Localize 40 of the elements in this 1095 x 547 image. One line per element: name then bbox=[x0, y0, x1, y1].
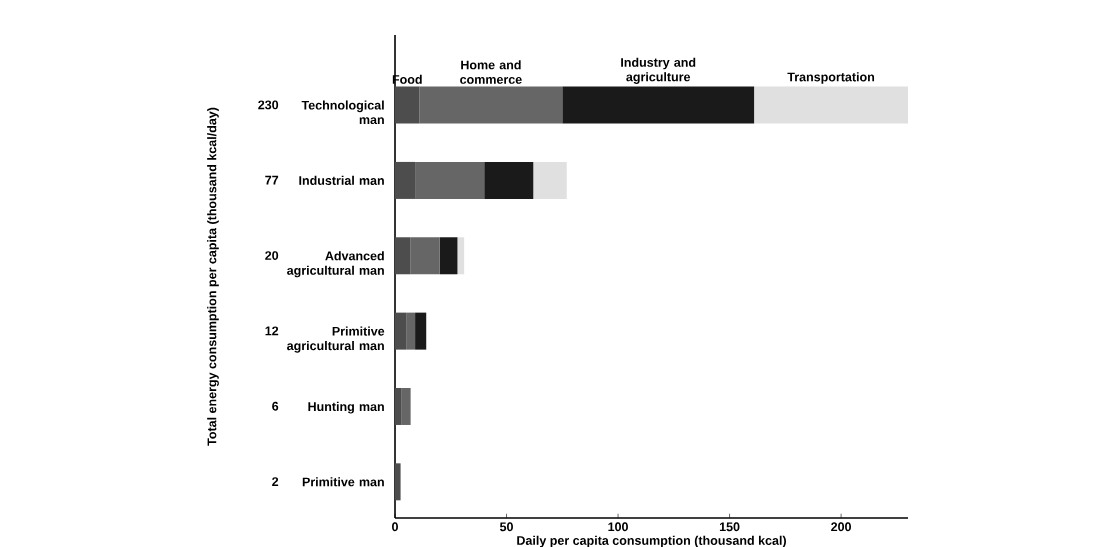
x-tick-label: 100 bbox=[608, 522, 628, 532]
bar bbox=[419, 86, 563, 124]
text: 20 bbox=[265, 251, 279, 260]
text: 6 bbox=[272, 401, 279, 411]
bar bbox=[562, 86, 755, 124]
y-tick-label: Industrial man bbox=[299, 175, 384, 185]
bar bbox=[415, 312, 427, 350]
bar bbox=[754, 86, 909, 124]
x-tick-label: 0 bbox=[392, 522, 398, 532]
y-tick-label: Primitive agricultural man bbox=[287, 326, 385, 353]
series-label: Home and commerce bbox=[460, 60, 522, 84]
bar bbox=[410, 237, 440, 275]
series-label: Industry and agriculture bbox=[621, 57, 696, 84]
text: Total energy consumption per capita (thousand kcal/day) bbox=[207, 107, 219, 446]
bar bbox=[395, 463, 401, 501]
text: 230 bbox=[258, 100, 279, 110]
x-tick-label: 50 bbox=[499, 522, 513, 532]
y-tick-label: Hunting man bbox=[308, 401, 384, 414]
bar bbox=[401, 387, 411, 425]
bar bbox=[484, 161, 534, 199]
series-label: Transportation bbox=[787, 72, 875, 84]
x-axis-title: Daily per capita consumption (thousand kcal) bbox=[517, 535, 786, 547]
bar bbox=[439, 237, 458, 275]
text: 2 bbox=[272, 477, 279, 486]
x-tick-label: 200 bbox=[831, 522, 851, 532]
bar bbox=[457, 237, 465, 275]
bar bbox=[533, 161, 567, 199]
bar bbox=[395, 312, 407, 350]
y-tick-label: Technological man bbox=[301, 100, 384, 125]
bar bbox=[415, 161, 485, 199]
y-tick-label: Primitive man bbox=[302, 477, 384, 487]
bar bbox=[395, 86, 420, 124]
text: 77 bbox=[265, 175, 279, 185]
bar bbox=[395, 237, 411, 275]
bar bbox=[395, 161, 416, 199]
bar bbox=[406, 312, 416, 350]
text: 12 bbox=[265, 326, 279, 336]
x-tick-label: 150 bbox=[719, 522, 740, 532]
bar bbox=[395, 387, 402, 425]
y-tick-label: Advanced agricultural man bbox=[287, 251, 384, 278]
